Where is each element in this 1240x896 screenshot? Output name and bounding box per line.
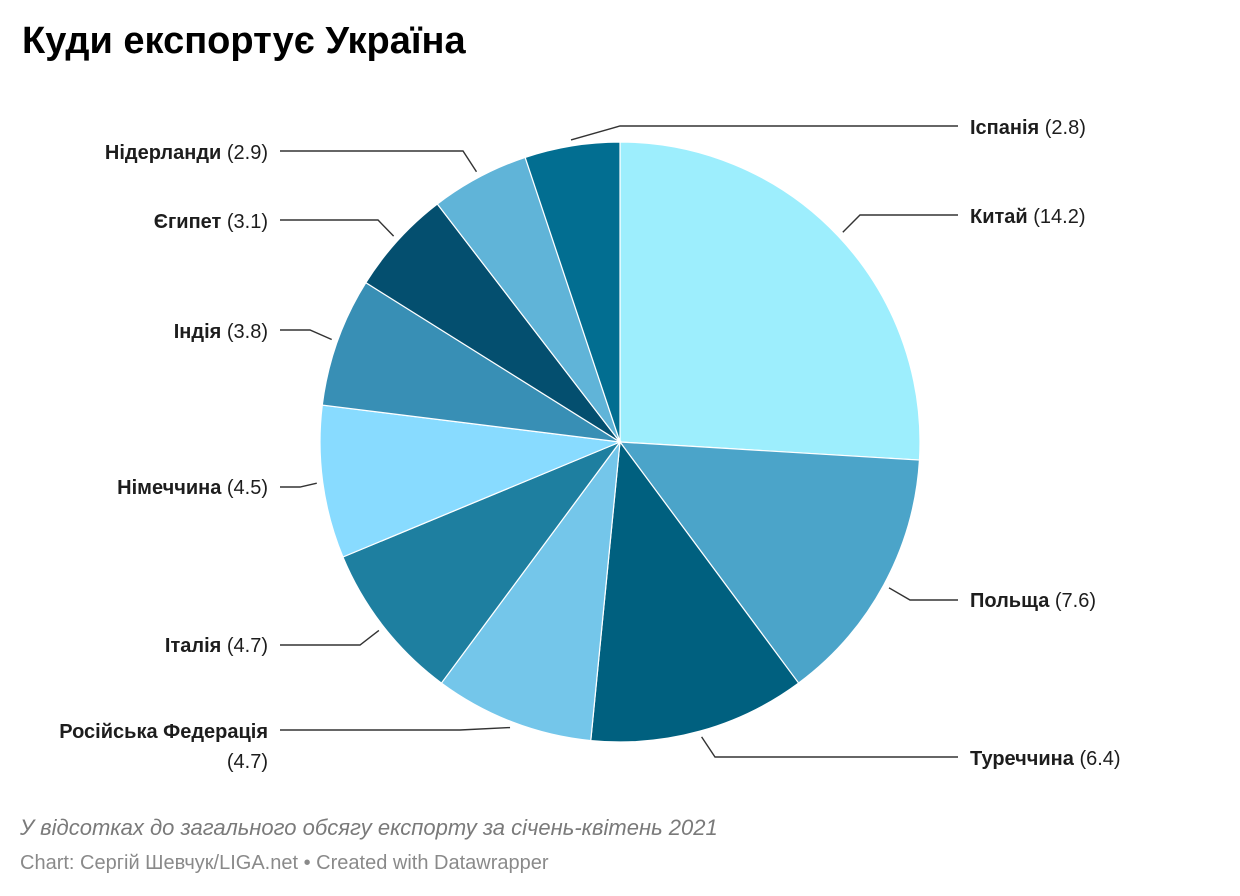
slice-label-name: Китай bbox=[970, 206, 1028, 228]
footer-source: Chart: Сергій Шевчук/LIGA.net bbox=[20, 852, 299, 874]
chart-subtitle: У відсотках до загального обсягу експорт… bbox=[20, 815, 718, 840]
slice-label-іспанія: Іспанія (2.8) bbox=[970, 117, 1086, 139]
pie-slice-китай bbox=[619, 141, 921, 461]
pie-slice-німеччина bbox=[319, 404, 623, 558]
leader-line-китай bbox=[842, 214, 958, 233]
slice-label-німеччина: Німеччина (4.5) bbox=[117, 477, 268, 499]
leader-line-туреччина bbox=[701, 736, 958, 758]
slice-label-name: Польща bbox=[970, 590, 1050, 612]
pie-slice-польща bbox=[618, 441, 921, 684]
slice-label-name: Нідерланди bbox=[105, 142, 221, 164]
slice-label-value: (2.9) bbox=[221, 142, 268, 164]
slice-label-value: (6.4) bbox=[1074, 748, 1121, 770]
pie-slice-італія bbox=[342, 440, 622, 684]
slice-label-польща: Польща (7.6) bbox=[970, 590, 1096, 612]
slice-label-value: (4.5) bbox=[221, 477, 268, 499]
chart-footer: Chart: Сергій Шевчук/LIGA.net • Created … bbox=[20, 852, 549, 875]
slice-label-name: Єгипет bbox=[154, 211, 222, 233]
leader-line-іспанія bbox=[570, 125, 958, 141]
slice-label-value: (2.8) bbox=[1039, 117, 1086, 139]
leader-line-нідерланди bbox=[280, 150, 478, 173]
slice-label-італія: Італія (4.7) bbox=[165, 635, 268, 657]
pie-slice-туреччина bbox=[590, 440, 800, 743]
pie-slice-іспанія bbox=[524, 141, 621, 443]
slice-label-name: Італія bbox=[165, 635, 221, 657]
leader-line-італія bbox=[280, 629, 380, 646]
slice-label-нідерланди: Нідерланди (2.9) bbox=[105, 142, 268, 164]
slice-label-name: Російська Федерація bbox=[59, 721, 268, 743]
slice-label-value: (3.1) bbox=[221, 211, 268, 233]
slice-label-value: (3.8) bbox=[221, 321, 268, 343]
footer-credit: Created with Datawrapper bbox=[316, 852, 549, 874]
slice-label-value: (4.7) bbox=[227, 751, 268, 773]
slice-label-name: Іспанія bbox=[970, 117, 1039, 139]
leader-line-німеччина bbox=[280, 482, 317, 488]
leader-line-індія bbox=[280, 329, 332, 341]
leader-line-єгипет bbox=[280, 219, 395, 237]
footer-separator: • bbox=[303, 852, 311, 874]
slice-label-name: Індія bbox=[174, 321, 222, 343]
slice-label-туреччина: Туреччина (6.4) bbox=[970, 748, 1121, 770]
slice-label-єгипет: Єгипет (3.1) bbox=[154, 211, 268, 233]
pie-chart: Китай (14.2) Польща (7.6) Туреччина (6.4) Р… bbox=[59, 117, 1121, 773]
chart-title: Куди експортує Україна bbox=[22, 20, 466, 62]
leader-line-російська-федерація bbox=[280, 726, 511, 731]
slice-label-російська-федерація: Російська Федерація (4.7) bbox=[59, 721, 268, 773]
leader-line-польща bbox=[888, 587, 958, 601]
slice-label-value: (4.7) bbox=[221, 635, 268, 657]
slice-label-name: Туреччина bbox=[970, 748, 1075, 770]
slice-label-індія: Індія (3.8) bbox=[174, 321, 268, 343]
pie-slice-індія bbox=[321, 281, 621, 443]
slice-label-value: (7.6) bbox=[1049, 590, 1096, 612]
pie-slice-російська-федерація bbox=[440, 439, 621, 742]
slice-label-китай: Китай (14.2) bbox=[970, 206, 1086, 228]
slice-label-value: (14.2) bbox=[1028, 206, 1086, 228]
slice-label-name: Німеччина bbox=[117, 477, 222, 499]
